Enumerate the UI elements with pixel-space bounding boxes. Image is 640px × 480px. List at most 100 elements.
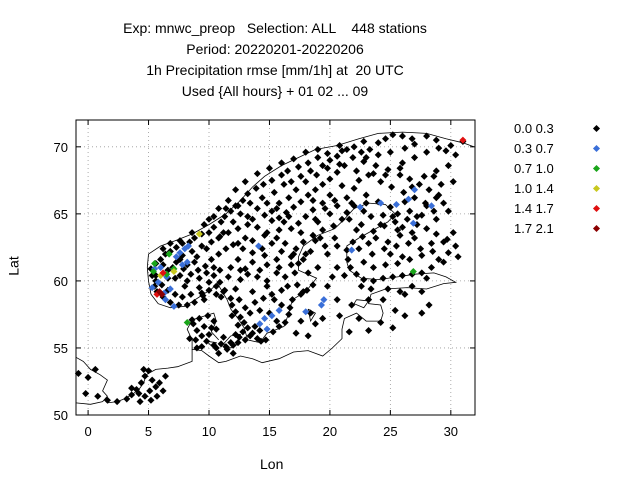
station-marker: [401, 290, 409, 298]
station-marker: [418, 309, 426, 317]
station-marker: [314, 263, 322, 272]
station-marker: [198, 289, 206, 297]
station-marker: [398, 159, 406, 167]
station-marker: [165, 250, 173, 258]
station-marker: [183, 258, 191, 266]
station-marker: [411, 140, 419, 148]
station-marker: [166, 285, 174, 293]
station-marker: [411, 194, 419, 202]
title-line-1: Exp: mnwc_preop Selection: ALL 448 stati…: [123, 20, 427, 36]
station-marker: [304, 159, 312, 167]
station-marker: [299, 288, 307, 296]
station-marker: [281, 239, 289, 247]
station-marker: [432, 194, 440, 202]
station-marker: [193, 326, 201, 335]
station-marker: [423, 225, 431, 233]
station-marker: [311, 215, 319, 223]
station-marker: [389, 131, 397, 139]
station-marker: [362, 199, 370, 207]
station-marker: [409, 219, 417, 227]
station-marker: [241, 178, 249, 186]
station-marker: [343, 194, 351, 202]
station-marker: [275, 226, 283, 234]
station-marker: [294, 219, 303, 227]
station-marker: [210, 317, 218, 325]
x-tick-label: 10: [202, 424, 216, 439]
station-marker: [222, 204, 230, 213]
station-marker: [309, 206, 317, 214]
station-marker: [229, 218, 237, 226]
station-marker: [166, 239, 174, 247]
station-marker: [294, 163, 303, 171]
station-marker: [423, 274, 431, 282]
station-marker: [307, 247, 315, 255]
station-marker: [215, 204, 223, 213]
station-marker: [251, 298, 259, 306]
station-marker: [278, 159, 286, 167]
station-marker: [190, 298, 199, 306]
station-marker: [360, 276, 368, 284]
station-marker: [365, 326, 373, 335]
station-marker: [368, 250, 376, 258]
station-marker: [244, 324, 252, 332]
station-marker: [203, 337, 211, 345]
chart-title-block: Exp: mnwc_preop Selection: ALL 448 stati…: [0, 18, 550, 102]
station-marker: [198, 332, 206, 340]
station-marker: [261, 211, 269, 219]
station-marker: [205, 286, 213, 294]
station-marker: [408, 135, 416, 143]
station-marker: [91, 365, 99, 373]
station-marker: [423, 132, 431, 140]
station-marker: [232, 186, 240, 194]
station-marker: [241, 336, 249, 344]
station-marker: [171, 274, 179, 282]
station-marker: [344, 255, 352, 263]
y-tick-label: 50: [54, 408, 68, 423]
station-marker: [432, 136, 440, 144]
station-marker: [359, 233, 367, 241]
axis-ticks: 0 5 10 15 20 25 30 50 55 60 65 70: [54, 120, 475, 439]
station-marker: [281, 318, 289, 327]
station-marker: [362, 154, 370, 162]
station-marker: [396, 171, 404, 179]
station-marker: [287, 261, 295, 269]
station-marker: [427, 239, 436, 247]
station-marker: [435, 255, 443, 263]
station-marker: [398, 132, 406, 140]
station-marker: [291, 269, 299, 277]
station-marker: [194, 266, 202, 274]
station-marker: [401, 144, 409, 152]
station-marker: [319, 199, 327, 207]
station-marker: [311, 237, 319, 245]
station-marker: [280, 218, 288, 226]
station-marker: [398, 253, 406, 261]
station-marker: [374, 139, 382, 147]
station-marker: [224, 196, 232, 204]
station-marker: [333, 202, 341, 210]
station-marker: [326, 175, 334, 183]
station-marker: [377, 178, 385, 186]
station-marker: [369, 263, 377, 272]
x-tick-label: 5: [145, 424, 152, 439]
station-marker: [232, 285, 240, 293]
station-marker: [248, 215, 257, 223]
station-marker: [256, 326, 264, 335]
station-marker: [386, 250, 394, 258]
title-line-3: 1h Precipitation rmse [mm/1h] at 20 UTC: [146, 62, 404, 78]
station-marker: [333, 263, 341, 272]
station-marker: [152, 383, 160, 391]
station-marker: [200, 221, 208, 229]
station-marker: [377, 199, 385, 207]
station-marker: [248, 258, 257, 266]
station-marker: [273, 269, 281, 277]
station-marker: [381, 171, 390, 179]
station-marker: [319, 314, 327, 322]
station-marker: [273, 234, 281, 242]
station-marker: [285, 194, 293, 202]
station-marker: [411, 154, 419, 162]
station-marker: [304, 191, 312, 199]
station-marker: [343, 145, 351, 154]
station-marker: [207, 255, 215, 263]
station-marker: [215, 234, 223, 242]
station-marker: [444, 249, 452, 257]
